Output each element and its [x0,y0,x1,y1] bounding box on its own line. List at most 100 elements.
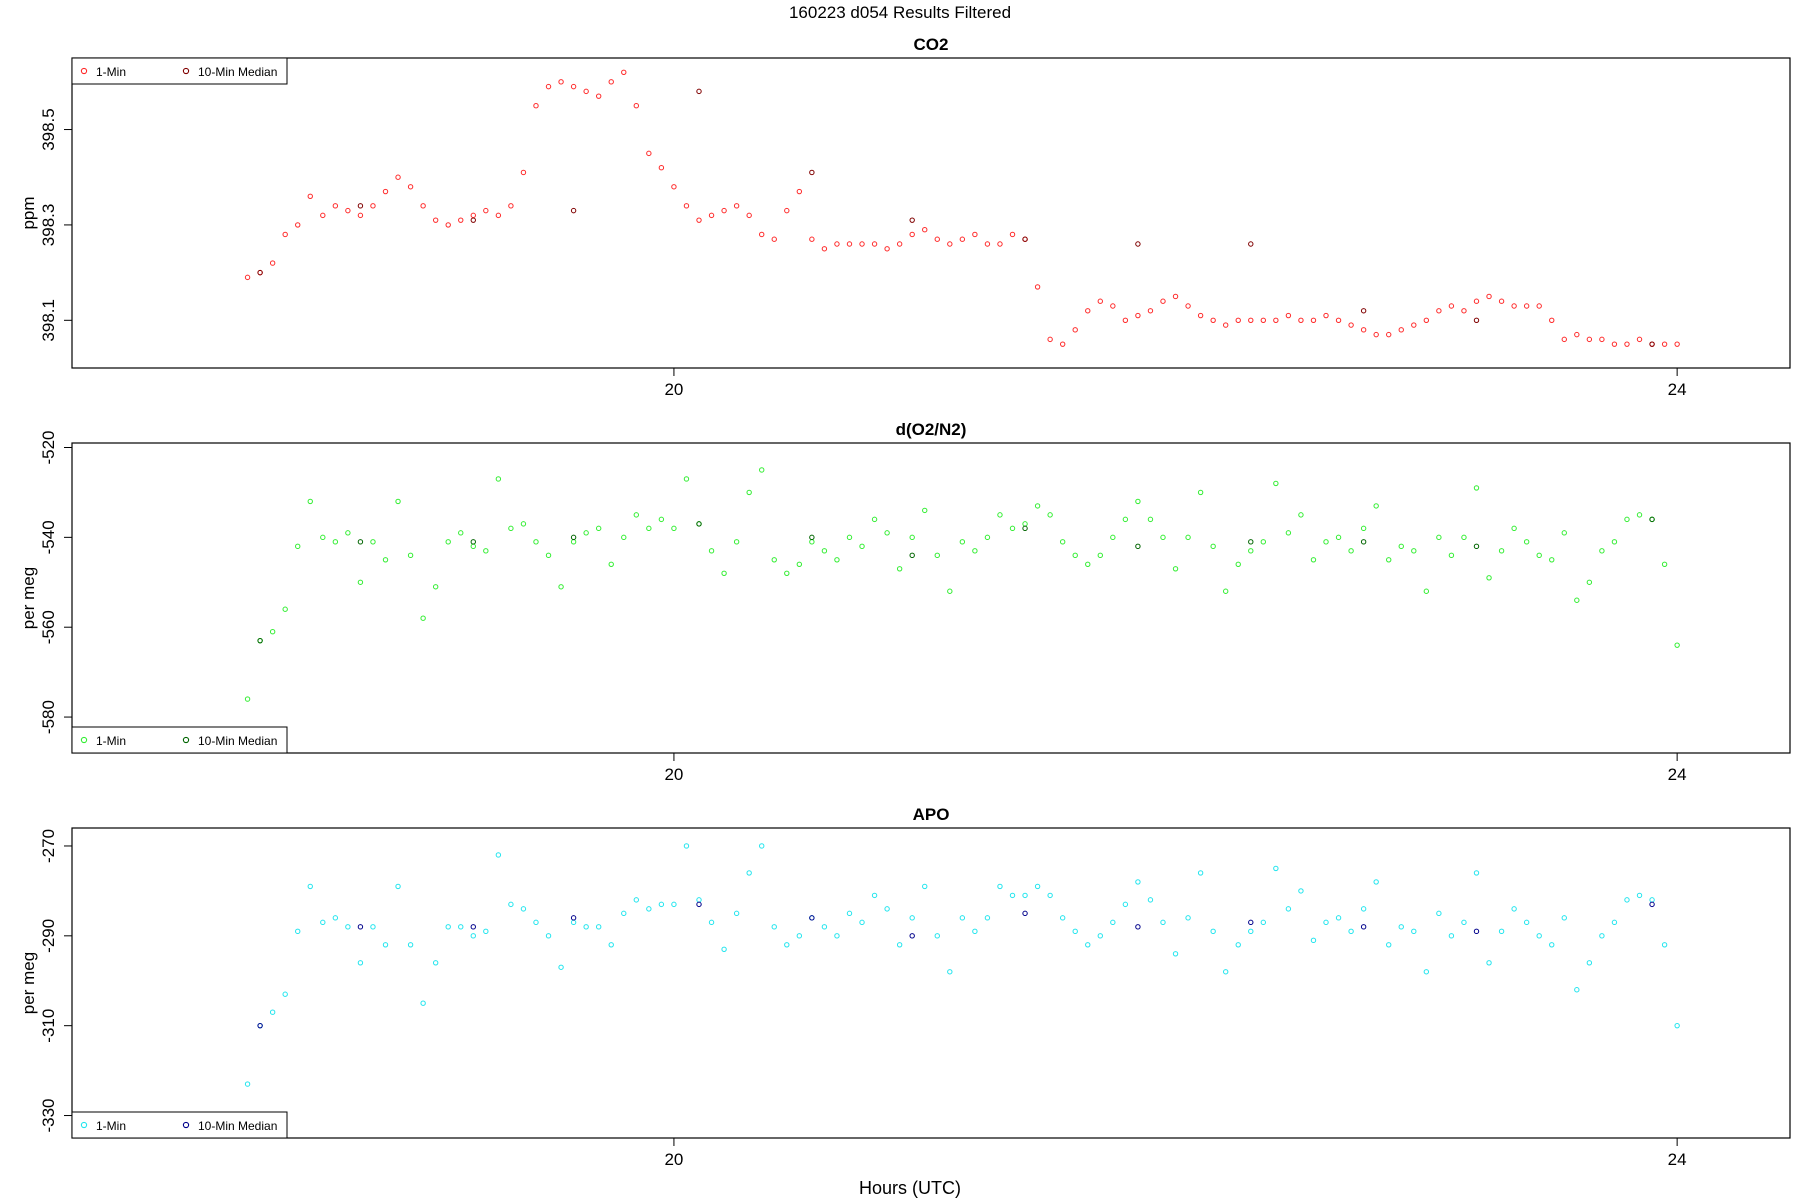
data-point [1047,892,1053,899]
data-point [483,548,489,554]
data-point [846,910,853,917]
data-point [1285,530,1292,536]
data-point [1097,552,1103,559]
data-point [1172,293,1179,300]
data-point [1360,539,1367,545]
data-point [1549,317,1555,324]
data-point [1185,303,1191,309]
data-point [269,1009,276,1015]
data-point [1097,298,1103,304]
data-point [1072,928,1078,935]
data-point [1009,525,1016,532]
data-point [1085,308,1091,314]
data-point [1611,539,1618,545]
data-point [470,543,476,550]
data-point [445,222,451,228]
data-point [382,557,389,563]
data-point [1172,566,1179,572]
legend-box [71,726,288,754]
data-point [708,212,715,219]
y-tick-label: -270 [39,829,58,863]
y-axis-label: ppm [19,196,38,229]
data-point [796,561,803,568]
data-point [533,539,539,545]
data-point [1461,919,1467,926]
data-point [458,924,464,930]
data-point [1135,924,1141,930]
data-point [257,637,263,644]
data-point [1574,597,1580,603]
data-point [633,897,640,903]
data-point [407,552,414,559]
data-point [1110,534,1116,541]
data-point [1072,327,1078,333]
data-point [1398,924,1404,930]
data-point [1348,548,1354,554]
data-point [470,924,476,930]
data-point [545,552,552,559]
data-point [1135,241,1141,247]
data-point [458,217,464,223]
data-point [1222,322,1229,328]
data-point [1298,512,1304,518]
data-point [1373,331,1379,338]
data-point [1097,933,1103,939]
data-point [621,910,627,917]
data-point [696,897,702,903]
data-point [320,534,326,541]
data-point [1210,317,1216,324]
panel-co2: CO2 ppm 398.1 398.3 398.5 20 24 1-Min 10-Min Med… [19,35,1791,399]
data-point [834,933,840,939]
data-point [282,991,288,997]
data-point [1649,897,1655,903]
data-point [1423,969,1430,975]
data-point [972,231,978,238]
data-point [1448,552,1455,559]
data-point [671,184,677,190]
data-point [771,236,777,242]
data-point [1260,539,1267,545]
data-point [1285,312,1292,319]
data-point [257,1022,263,1029]
data-point [1586,960,1593,966]
data-point [545,83,552,90]
panel-title: APO [913,805,950,824]
data-point [608,561,614,568]
data-point [1360,924,1367,930]
data-point [445,539,451,545]
data-point [658,901,665,908]
data-point [1360,525,1367,532]
data-point [1072,552,1078,559]
data-point [947,241,953,247]
data-point [934,552,940,559]
data-point [282,606,288,612]
data-point [1147,897,1154,903]
data-point [382,942,389,948]
data-point [834,557,840,563]
data-point [1135,543,1141,550]
data-point [1348,928,1354,935]
data-point [533,102,539,109]
data-point [884,246,890,252]
data-point [909,217,915,223]
data-point [1022,236,1028,242]
y-tick-label: -560 [39,610,58,644]
data-point [570,915,577,921]
legend-marker [80,67,88,75]
data-point [1523,919,1530,926]
data-point [420,1000,426,1006]
data-point [1461,308,1467,314]
data-point [1323,312,1329,319]
data-point [1661,561,1668,568]
data-point [1599,933,1605,939]
data-point [332,915,339,921]
data-point [884,530,890,536]
data-point [1624,897,1630,903]
series-1-min [244,69,1680,347]
data-point [583,88,589,95]
legend-marker [80,736,88,744]
legend-label: 10-Min Median [198,1119,277,1133]
data-point [721,207,727,214]
data-point [1624,516,1630,523]
